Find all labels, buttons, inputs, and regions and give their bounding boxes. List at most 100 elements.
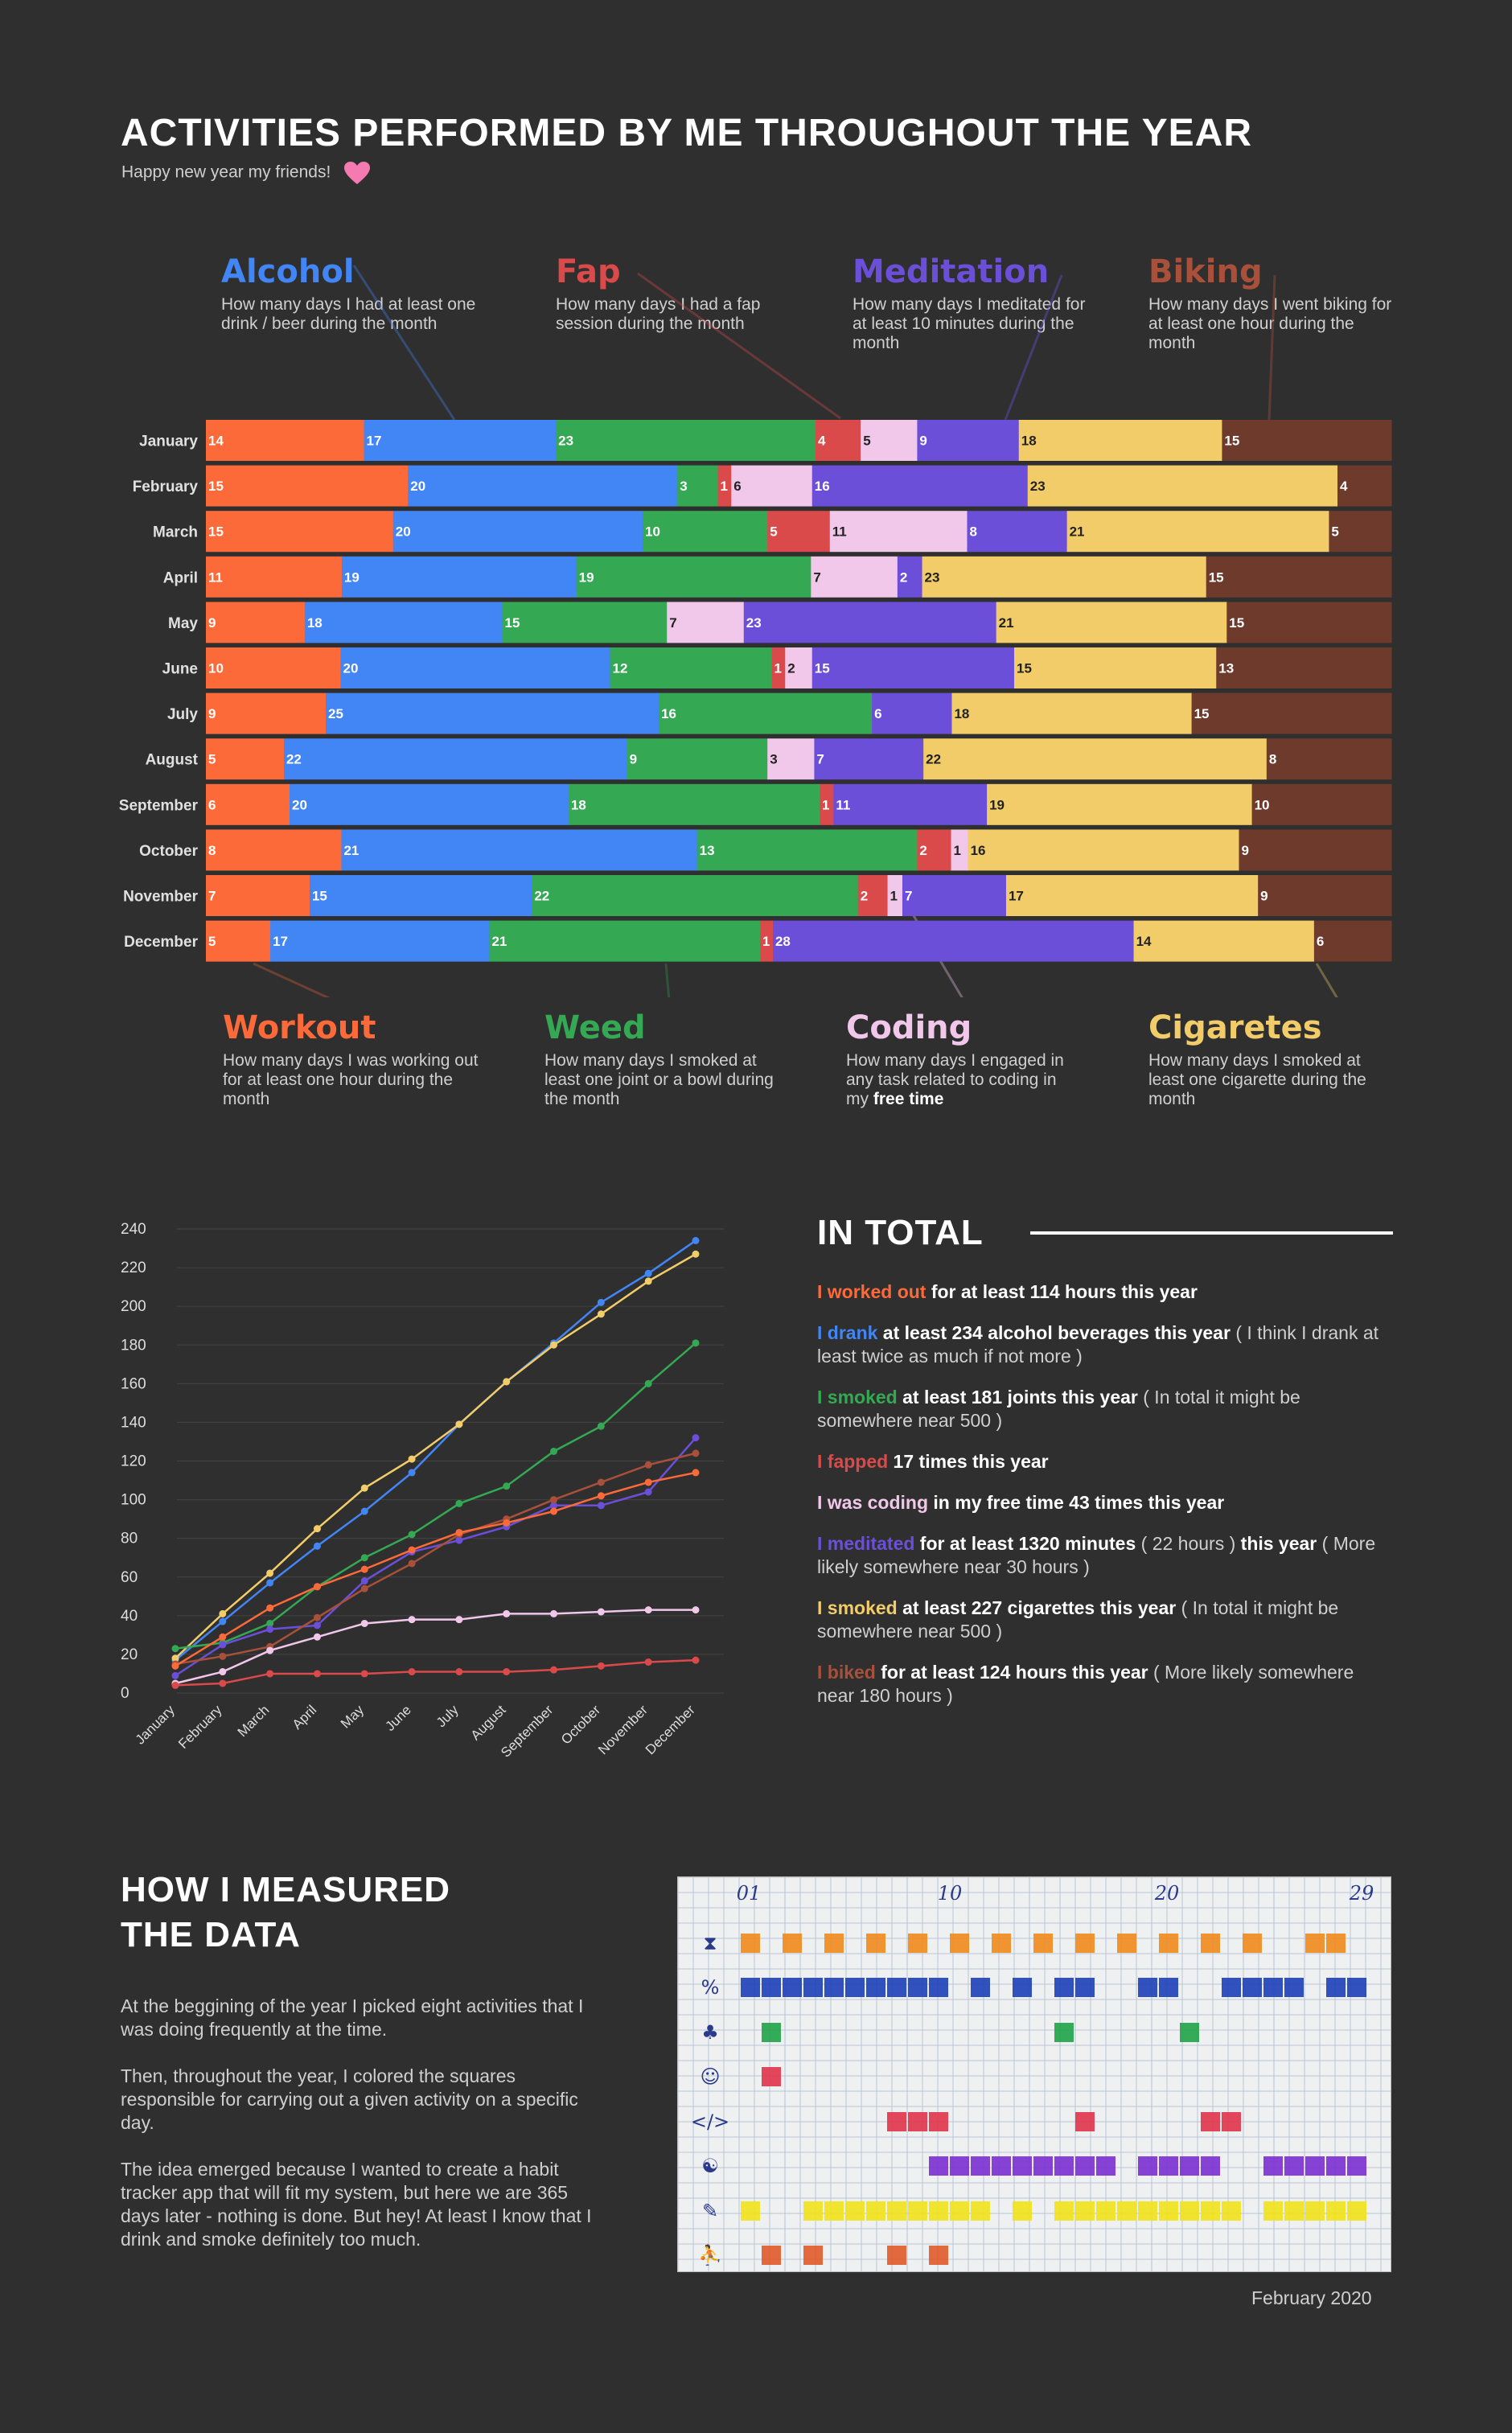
bar-segment-weed-november	[532, 875, 859, 916]
x-tick-july: July	[433, 1702, 462, 1730]
point-fap-may	[360, 1670, 368, 1678]
bar-segment-alcohol-april	[341, 556, 577, 598]
month-label-april: April	[163, 569, 198, 586]
tracker-cell	[845, 2201, 865, 2221]
bar-segment-workout-january	[206, 420, 365, 461]
point-weed-september	[550, 1447, 558, 1455]
point-meditation-may	[360, 1577, 368, 1585]
tracker-cell	[908, 2112, 927, 2131]
legend-coding-title: Coding	[846, 1009, 972, 1046]
bar-segment-biking-september	[1251, 783, 1392, 825]
y-tick-240: 240	[121, 1221, 146, 1238]
line-coding	[175, 1609, 696, 1685]
x-tick-october: October	[558, 1702, 603, 1747]
method-heading-line1: HOW I MEASURED	[121, 1870, 450, 1909]
bar-segment-workout-february	[206, 465, 409, 507]
bar-segment-meditation-may	[743, 602, 997, 643]
total-item-bold: at least 227 cigarettes this year	[897, 1597, 1177, 1618]
bar-value-workout-june: 10	[208, 661, 224, 676]
tracker-cell	[1263, 1978, 1283, 1997]
legend-biking-desc: How many days I went biking for at least…	[1148, 295, 1392, 352]
y-tick-220: 220	[121, 1260, 146, 1276]
tracker-cell	[908, 1934, 927, 1953]
connector-cigarettes	[1315, 963, 1338, 997]
point-workout-may	[360, 1565, 368, 1573]
tracker-cell	[992, 2156, 1011, 2176]
x-tick-june: June	[382, 1702, 414, 1734]
point-fap-june	[408, 1668, 416, 1676]
total-item-rest: ( I think I drank at least twice as much…	[817, 1322, 1379, 1367]
totals-section: IN TOTAL I worked out for at least 114 h…	[817, 1213, 1393, 1725]
bar-segment-alcohol-december	[270, 920, 490, 962]
tracker-cell	[1305, 2156, 1325, 2176]
point-biking-may	[360, 1584, 368, 1593]
tracker-cell	[762, 1978, 781, 1997]
bar-value-fap-january: 4	[818, 434, 826, 449]
bar-value-biking-april: 15	[1209, 569, 1224, 585]
connector-meditation	[1004, 274, 1063, 421]
point-coding-february	[219, 1668, 227, 1676]
subtitle: Happy new year my friends!	[121, 161, 371, 185]
bar-segment-cigaretes-september	[987, 783, 1253, 825]
day-label-10: 10	[938, 1882, 963, 1905]
bar-segment-weed-july	[659, 693, 873, 734]
y-tick-80: 80	[121, 1531, 138, 1547]
point-alcohol-october	[597, 1298, 605, 1306]
bar-segment-meditation-february	[811, 465, 1029, 507]
point-workout-december	[692, 1469, 700, 1477]
tracker-cell	[1054, 2201, 1074, 2221]
point-workout-february	[219, 1633, 227, 1641]
tracker-cell	[1138, 2201, 1157, 2221]
tracker-cell	[1243, 1978, 1262, 1997]
legend-coding-desc-bold: free time	[873, 1090, 944, 1108]
total-item-lead: I worked out	[817, 1281, 927, 1302]
total-item: I biked for at least 124 hours this year…	[817, 1661, 1393, 1708]
tracker-cell	[1263, 2201, 1283, 2221]
bar-segment-cigaretes-march	[1066, 511, 1329, 553]
bar-value-workout-may: 9	[208, 615, 216, 631]
tracker-cell	[866, 1978, 885, 1997]
bar-segment-coding-may	[667, 602, 745, 643]
bar-segment-biking-january	[1222, 420, 1392, 461]
point-coding-november	[644, 1606, 652, 1614]
tracker-row-icon: </>	[691, 2110, 729, 2133]
point-cigaretes-september	[550, 1341, 558, 1349]
bar-segment-meditation-november	[902, 875, 1007, 916]
bar-value-workout-september: 6	[208, 797, 216, 812]
tracker-cell	[908, 1978, 927, 1997]
bar-segment-fap-january	[816, 420, 861, 461]
y-tick-20: 20	[121, 1646, 138, 1663]
line-fap	[175, 1658, 696, 1687]
bar-segment-coding-june	[785, 647, 813, 688]
bar-segment-weed-february	[677, 465, 718, 507]
bar-segment-meditation-march	[967, 511, 1068, 553]
point-cigaretes-august	[503, 1378, 511, 1386]
bar-value-meditation-may: 23	[746, 615, 762, 631]
legend-weed-desc: How many days I smoked at least one join…	[544, 1051, 774, 1108]
point-biking-december	[692, 1449, 700, 1457]
point-cigaretes-november	[644, 1277, 652, 1285]
tracker-cell	[762, 2023, 781, 2042]
tracker-cell	[1013, 2156, 1032, 2176]
bar-value-biking-february: 4	[1340, 479, 1348, 494]
point-weed-december	[692, 1339, 700, 1347]
bar-segment-alcohol-february	[408, 465, 678, 507]
bar-segment-workout-september	[206, 783, 290, 825]
point-weed-october	[597, 1422, 605, 1430]
tracker-cell	[1180, 2201, 1199, 2221]
bar-segment-workout-march	[206, 511, 394, 553]
tracker-cell	[741, 1934, 760, 1953]
bar-value-workout-august: 5	[208, 752, 216, 767]
tracker-cell	[803, 2201, 823, 2221]
point-biking-september	[550, 1496, 558, 1504]
total-item-rest: ( In total it might be somewhere near 50…	[817, 1387, 1300, 1431]
tracker-cell	[824, 1978, 844, 1997]
bar-value-alcohol-november: 15	[312, 889, 327, 904]
point-workout-june	[408, 1546, 416, 1554]
point-workout-march	[266, 1604, 274, 1612]
bar-value-coding-march: 11	[832, 524, 847, 540]
tracker-cell	[1201, 1934, 1220, 1953]
tracker-cell	[1243, 1934, 1262, 1953]
bar-value-meditation-september: 11	[836, 797, 850, 812]
total-item: I was coding in my free time 43 times th…	[817, 1491, 1393, 1514]
